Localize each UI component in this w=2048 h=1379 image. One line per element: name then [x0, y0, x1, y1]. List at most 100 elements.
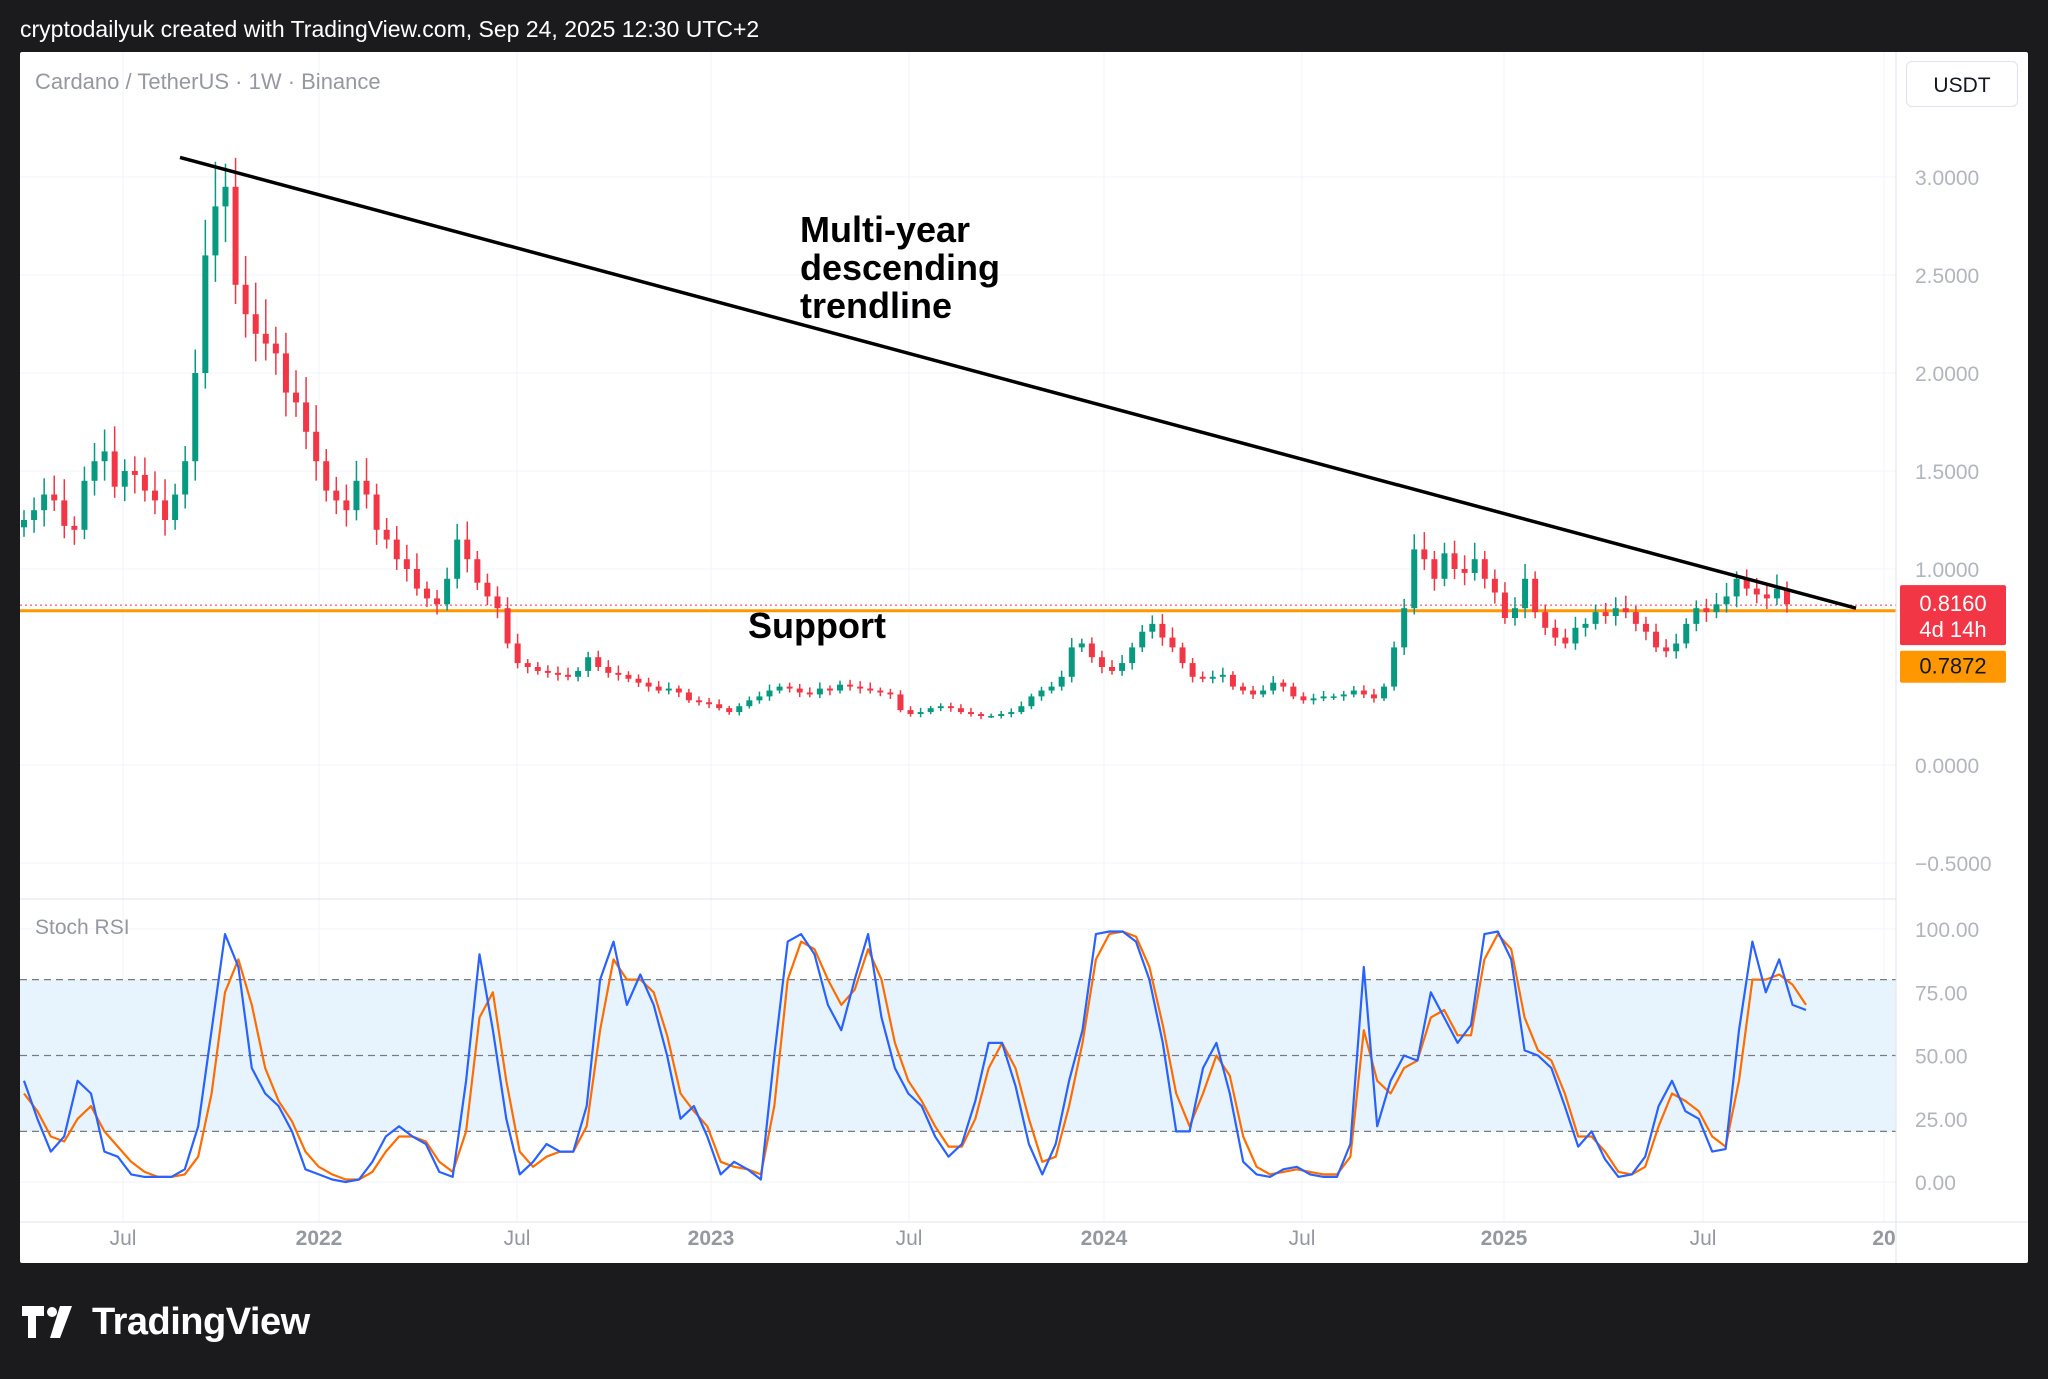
candle-body — [1663, 647, 1670, 652]
candle-body — [877, 690, 884, 693]
footer-brand-text: TradingView — [92, 1300, 310, 1343]
candle-body — [897, 694, 904, 711]
candle-body — [111, 451, 118, 487]
candle-body — [484, 582, 491, 597]
candle-body — [1491, 578, 1498, 593]
candle-body — [1773, 588, 1780, 599]
price-axis: 3.0000 2.5000 2.0000 1.5000 1.0000 0.0000 −0.5… — [1895, 52, 1992, 1263]
candle-body — [242, 284, 249, 315]
stoch-tick-label: 100.00 — [1915, 919, 1979, 942]
candle-body — [585, 657, 592, 671]
candle-body — [1733, 578, 1740, 597]
candle-body — [91, 461, 98, 481]
stoch-band — [20, 978, 1896, 1133]
candle-body — [554, 672, 561, 675]
candle-body — [665, 688, 672, 691]
candle-body — [947, 706, 954, 709]
candle-body — [1411, 549, 1418, 609]
candle-body — [403, 559, 410, 569]
currency-button[interactable]: USDT — [1906, 61, 2018, 107]
candle-body — [343, 500, 350, 511]
price-tick-label: 1.0000 — [1915, 559, 1979, 582]
candle-body — [1642, 623, 1649, 632]
candle-body — [222, 186, 229, 207]
candle-body — [363, 480, 370, 495]
stoch-tick-label: 75.00 — [1915, 982, 1968, 1005]
candle-body — [1109, 667, 1116, 671]
candle-body — [1098, 657, 1105, 667]
candle-body — [524, 663, 531, 667]
stoch-d-line — [23, 930, 1807, 1181]
candle-body — [937, 706, 944, 709]
candle-body — [1552, 627, 1559, 638]
candle-body — [978, 714, 985, 716]
candle-body — [736, 706, 743, 713]
candle-body — [1370, 694, 1377, 699]
candle-body — [1572, 627, 1579, 644]
candle-body — [917, 712, 924, 715]
support-annotation: Support — [748, 605, 886, 646]
candle-body — [41, 494, 48, 511]
time-tick-label: Jul — [504, 1227, 531, 1250]
candle-body — [1360, 690, 1367, 695]
candle-body — [141, 474, 148, 491]
candle-body — [1018, 706, 1025, 713]
candle-body — [1179, 647, 1186, 664]
candle-body — [907, 710, 914, 715]
candle-body — [1622, 608, 1629, 613]
chart-canvas[interactable]: 3.0000 2.5000 2.0000 1.5000 1.0000 0.0000 −0.5… — [20, 52, 2028, 1263]
stoch-rsi-label[interactable]: Stoch RSI — [35, 916, 130, 939]
price-tick-label: 0.0000 — [1915, 755, 1979, 778]
last-price-tag — [1900, 585, 2006, 646]
candle-body — [1592, 612, 1599, 624]
candle-body — [1653, 631, 1660, 648]
price-tick-label: 3.0000 — [1915, 167, 1979, 190]
candle-body — [373, 494, 380, 530]
candle-body — [1048, 686, 1055, 691]
descending-trendline — [179, 155, 1857, 610]
trendline — [179, 155, 1857, 610]
candle-body — [293, 392, 300, 403]
candle-body — [766, 690, 773, 697]
chart-panel[interactable]: 3.0000 2.5000 2.0000 1.5000 1.0000 0.0000 −0.5… — [20, 52, 2028, 1263]
candle-body — [1350, 690, 1357, 695]
candle-body — [716, 704, 723, 709]
candle-body — [756, 696, 763, 701]
candle-body — [1632, 612, 1639, 624]
candle-body — [1340, 694, 1347, 697]
candle-body — [353, 480, 360, 511]
candle-body — [1713, 604, 1720, 613]
candle-body — [1129, 647, 1136, 664]
candle-body — [1431, 559, 1438, 579]
candle-body — [21, 520, 27, 528]
candle-body — [454, 539, 461, 579]
candle-body — [393, 539, 400, 560]
support-price-value: 0.7872 — [1919, 654, 1986, 679]
time-tick-label: 2024 — [1081, 1227, 1128, 1250]
candle-body — [927, 708, 934, 713]
candle-body — [192, 373, 199, 462]
stoch-tick-label: 25.00 — [1915, 1109, 1968, 1132]
candle-body — [887, 692, 894, 695]
candle-body — [544, 670, 551, 673]
candle-body — [1239, 686, 1246, 691]
symbol-legend[interactable]: Cardano / TetherUS · 1W · Binance — [35, 69, 381, 94]
candle-body — [847, 684, 854, 687]
candle-body — [1532, 578, 1539, 613]
price-tick-label: −0.5000 — [1915, 853, 1992, 876]
candle-body — [645, 682, 652, 687]
candle-body — [1028, 696, 1035, 707]
time-tick-label: Jul — [896, 1227, 923, 1250]
candle-body — [796, 688, 803, 693]
price-tick-label: 2.5000 — [1915, 265, 1979, 288]
time-tick-label: 20 — [1872, 1227, 1895, 1250]
candle-body — [1481, 559, 1488, 579]
candle-body — [444, 578, 451, 605]
candle-body — [655, 686, 662, 691]
candle-body — [615, 672, 622, 675]
candle-body — [998, 714, 1005, 716]
time-tick-label: 2023 — [688, 1227, 735, 1250]
candle-body — [1784, 588, 1790, 605]
candle-body — [857, 686, 864, 689]
